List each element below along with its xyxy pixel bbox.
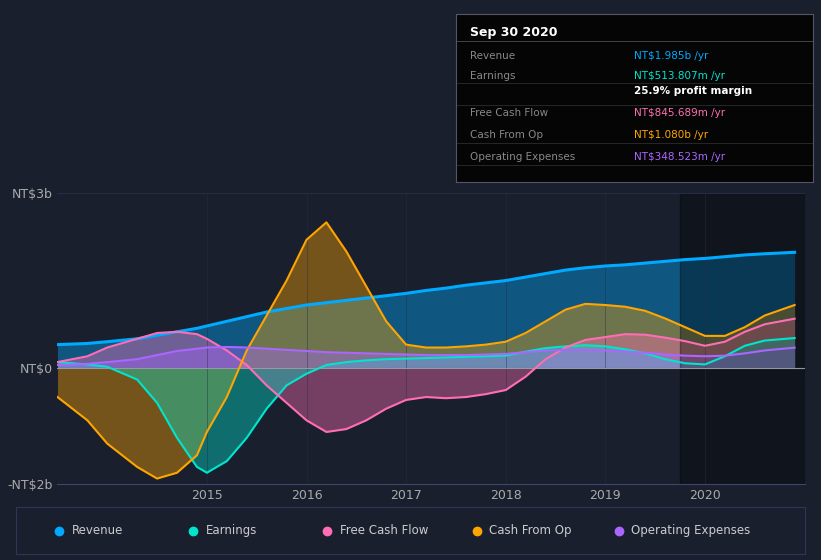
Text: Operating Expenses: Operating Expenses bbox=[470, 152, 576, 162]
Text: NT$513.807m /yr: NT$513.807m /yr bbox=[635, 71, 725, 81]
Text: 25.9% profit margin: 25.9% profit margin bbox=[635, 86, 752, 96]
Text: Earnings: Earnings bbox=[470, 71, 516, 81]
Bar bbox=[680, 193, 805, 484]
Text: NT$1.080b /yr: NT$1.080b /yr bbox=[635, 130, 709, 140]
Text: Operating Expenses: Operating Expenses bbox=[631, 524, 750, 537]
Text: Revenue: Revenue bbox=[71, 524, 123, 537]
Text: NT$1.985b /yr: NT$1.985b /yr bbox=[635, 51, 709, 61]
Text: Revenue: Revenue bbox=[470, 51, 515, 61]
Text: Cash From Op: Cash From Op bbox=[489, 524, 571, 537]
Text: Sep 30 2020: Sep 30 2020 bbox=[470, 26, 557, 39]
Text: NT$348.523m /yr: NT$348.523m /yr bbox=[635, 152, 725, 162]
Text: Free Cash Flow: Free Cash Flow bbox=[340, 524, 428, 537]
Text: Free Cash Flow: Free Cash Flow bbox=[470, 108, 548, 118]
Text: NT$845.689m /yr: NT$845.689m /yr bbox=[635, 108, 725, 118]
Text: Earnings: Earnings bbox=[205, 524, 257, 537]
Text: Cash From Op: Cash From Op bbox=[470, 130, 543, 140]
